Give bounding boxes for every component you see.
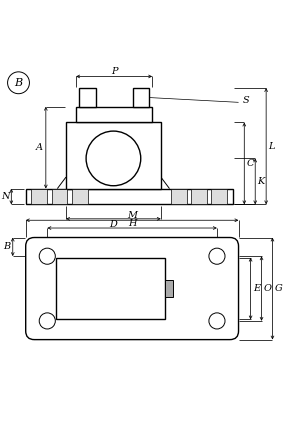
Text: E: E xyxy=(253,284,260,293)
Text: G: G xyxy=(274,284,282,293)
Bar xyxy=(211,189,227,205)
Bar xyxy=(133,88,149,107)
Bar xyxy=(76,107,152,122)
Text: P: P xyxy=(111,67,117,76)
Bar xyxy=(56,258,165,320)
Bar xyxy=(72,189,88,205)
Text: A: A xyxy=(36,143,43,152)
Bar xyxy=(79,88,95,107)
Bar xyxy=(66,122,161,189)
Text: N: N xyxy=(1,192,10,201)
FancyBboxPatch shape xyxy=(26,238,239,340)
Bar xyxy=(165,281,173,297)
Text: H: H xyxy=(128,219,136,228)
Text: B: B xyxy=(3,242,10,251)
Bar xyxy=(52,189,68,205)
Text: M: M xyxy=(127,211,137,220)
Text: C: C xyxy=(246,159,254,168)
Text: O: O xyxy=(263,284,271,293)
Bar xyxy=(26,189,233,205)
Bar xyxy=(171,189,187,205)
Bar xyxy=(191,189,207,205)
Text: S: S xyxy=(242,97,249,106)
Text: K: K xyxy=(257,177,265,186)
Text: B: B xyxy=(15,78,23,88)
Bar xyxy=(31,189,47,205)
Text: D: D xyxy=(109,220,117,229)
Text: L: L xyxy=(269,142,275,151)
